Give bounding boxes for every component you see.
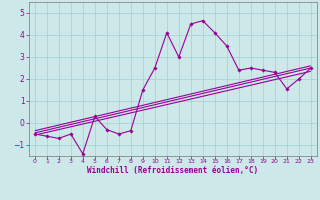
X-axis label: Windchill (Refroidissement éolien,°C): Windchill (Refroidissement éolien,°C) [87,166,258,175]
